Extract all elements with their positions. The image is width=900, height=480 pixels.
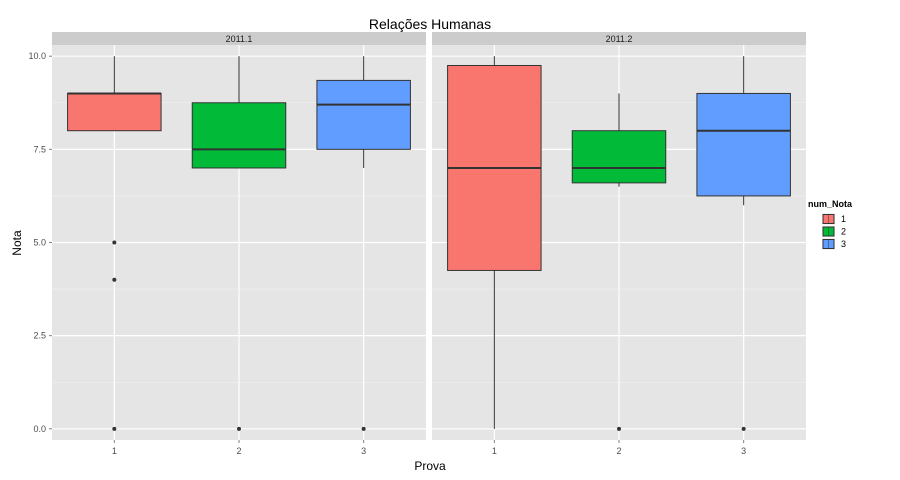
y-tick-label: 0.0 (33, 424, 46, 434)
box-2011.2-1 (447, 56, 542, 429)
legend-label: 2 (841, 227, 846, 237)
y-tick-label: 5.0 (33, 238, 46, 248)
legend: num_Nota 1 2 3 (808, 199, 853, 250)
facet-strip (432, 32, 806, 45)
outlier-point (361, 426, 366, 431)
box-2011.2-2 (571, 93, 667, 431)
box-2011.1-2 (191, 56, 287, 431)
facet-panel: 2011.1 1 2 3 (52, 32, 426, 456)
box-2011.2-3 (696, 56, 791, 431)
outlier-point (237, 426, 241, 431)
outlier-point (112, 426, 117, 431)
legend-label: 3 (841, 239, 846, 249)
x-tick-label: 3 (741, 446, 746, 456)
x-tick-label: 1 (492, 446, 497, 456)
legend-title: num_Nota (808, 199, 853, 209)
box-2011.1-3 (316, 56, 411, 431)
y-tick-label: 10.0 (28, 51, 46, 61)
box-body (191, 102, 287, 169)
legend-item-3: 3 (822, 238, 846, 250)
facet-strip-label: 2011.1 (226, 34, 253, 44)
outlier-point (741, 426, 746, 431)
y-axis: 0.0 2.5 5.0 7.5 10.0 (28, 51, 52, 434)
facet-strip-label: 2011.2 (606, 34, 633, 44)
y-tick-label: 2.5 (33, 331, 46, 341)
facet-strip (52, 32, 426, 45)
box-2011.1-1 (67, 56, 162, 431)
facet-panel: 2011.2 1 2 3 (432, 32, 806, 456)
outlier-point (617, 426, 621, 431)
x-tick-label: 2 (616, 446, 621, 456)
box-body (67, 92, 162, 132)
box-body (696, 92, 791, 197)
facet-panels: 2011.1 1 2 3 2011.2 1 2 3 0.0 2.5 5.0 7.5 10.0 (28, 32, 806, 456)
x-tick-label: 2 (236, 446, 241, 456)
legend-label: 1 (841, 214, 846, 224)
x-tick-label: 1 (112, 446, 117, 456)
y-axis-title: Nota (10, 230, 24, 256)
y-tick-label: 7.5 (33, 144, 46, 154)
outlier-point (112, 277, 117, 282)
chart-title: Relações Humanas (369, 16, 491, 32)
box-body (571, 130, 667, 184)
legend-item-1: 1 (822, 213, 846, 225)
legend-item-2: 2 (822, 225, 846, 238)
outlier-point (112, 240, 117, 245)
box-body (316, 79, 411, 150)
x-axis-title: Prova (414, 459, 446, 473)
x-tick-label: 3 (361, 446, 366, 456)
